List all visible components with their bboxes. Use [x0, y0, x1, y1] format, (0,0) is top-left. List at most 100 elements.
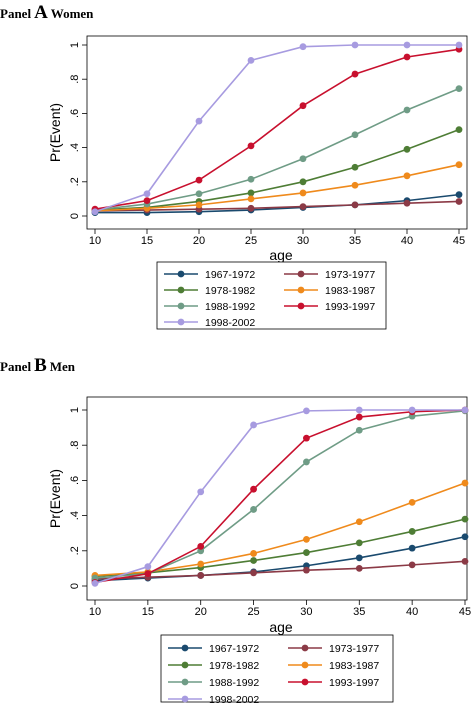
- panel-a-chart: 0 .2 .4 .6 .8 1 10 15 20 25 30 35 40 45 age Pr(Event) 19…: [47, 35, 468, 330]
- panel-b-y-tick-label: .8: [69, 441, 81, 450]
- panel-b-x-axis-label: age: [269, 619, 293, 635]
- panel-b-point-1983-1987: [461, 479, 469, 487]
- panel-a-point-1998-2002: [195, 117, 203, 125]
- panel-a-y-tick-label: 0: [69, 213, 81, 219]
- panel-b-point-1978-1982: [461, 515, 469, 523]
- panel-a-point-1998-2002: [143, 190, 151, 198]
- panel-a-x-tick-label: 20: [193, 235, 205, 247]
- panel-a-word: Panel: [0, 6, 32, 21]
- panel-a-x-tick-label: 40: [401, 235, 413, 247]
- panel-a-point-1978-1982: [351, 163, 359, 171]
- panel-a-legend-swatch-marker: [297, 286, 305, 294]
- panel-a-y-tick-label: .6: [69, 109, 81, 118]
- panel-a-point-1973-1977: [351, 201, 359, 209]
- panel-b-legend-label: 1998-2002: [209, 694, 259, 703]
- panel-b-legend-swatch-marker: [301, 661, 309, 669]
- panel-a-point-1993-1997: [299, 102, 307, 110]
- panel-b-point-1998-2002: [303, 407, 310, 415]
- panel-b-x-tick-label: 15: [142, 606, 154, 618]
- panel-a-point-1993-1997: [247, 142, 255, 150]
- panel-a-y-tick-label: 1: [69, 42, 81, 48]
- panel-a-series-line-1967-1972: [95, 193, 460, 214]
- panel-b-point-1983-1987: [197, 560, 205, 568]
- panel-a-point-1993-1997: [403, 53, 411, 61]
- panel-a-x-tick-label: 45: [453, 235, 465, 247]
- panel-a-point-1967-1972: [455, 191, 463, 199]
- panel-a-legend-label: 1967-1972: [205, 269, 255, 281]
- panel-b-point-1978-1982: [355, 539, 363, 547]
- panel-b-legend-swatch-marker: [301, 678, 309, 686]
- panel-b-legend-swatch-marker: [181, 695, 189, 703]
- panel-a-y-tick-label: .8: [69, 75, 81, 84]
- panel-b-point-1988-1992: [355, 426, 363, 434]
- panel-a-series-line-1988-1992: [94, 87, 460, 211]
- panel-a-x-tick-label: 25: [245, 235, 257, 247]
- panel-a-point-1983-1987: [299, 189, 307, 197]
- panel-b-legend-swatch-marker: [181, 661, 189, 669]
- panel-b-x-tick-label: 10: [89, 606, 101, 618]
- panel-a-point-1998-2002: [403, 41, 411, 49]
- panel-b-y-tick-label: .2: [69, 546, 81, 555]
- panel-b-legend-swatch-marker: [181, 678, 189, 686]
- panel-b-legend-label: 1973-1977: [329, 643, 379, 655]
- panel-b-point-1998-2002: [197, 488, 205, 496]
- panel-a-point-1988-1992: [455, 85, 463, 93]
- panel-b-point-1998-2002: [250, 421, 257, 429]
- panel-a-point-1983-1987: [351, 181, 359, 189]
- panel-b-series-line-1978-1982: [94, 518, 466, 578]
- panel-a-point-1978-1982: [247, 189, 255, 197]
- panel-b-point-1998-2002: [91, 579, 99, 587]
- panel-b-x-tick-label: 40: [406, 606, 418, 618]
- panel-b-point-1973-1977: [250, 569, 257, 577]
- panel-a-point-1998-2002: [299, 43, 307, 51]
- panel-a-title: Panel A Women: [0, 2, 93, 24]
- panel-b-legend-label: 1993-1997: [329, 677, 379, 689]
- panel-a-x-tick-label: 30: [297, 235, 309, 247]
- panel-b-y-tick-label: 0: [69, 583, 81, 589]
- panel-a-point-1998-2002: [351, 41, 359, 49]
- panel-b-point-1973-1977: [197, 572, 205, 579]
- panel-b-point-1973-1977: [355, 565, 363, 572]
- panel-a-point-1983-1987: [247, 195, 255, 203]
- panel-b-point-1993-1997: [250, 485, 257, 493]
- panel-a-legend-label: 1978-1982: [205, 285, 255, 297]
- panel-a-point-1998-2002: [455, 41, 463, 49]
- panel-a-point-1973-1977: [247, 204, 255, 212]
- panel-a-series-line-1983-1987: [94, 163, 460, 212]
- panel-b-series-line-1998-2002: [94, 409, 465, 585]
- panel-b-legend-label: 1978-1982: [209, 660, 259, 672]
- panel-a-x-tick-label: 35: [349, 235, 361, 247]
- panel-b-y-tick-label: .6: [69, 476, 81, 485]
- panel-b-point-1998-2002: [461, 406, 469, 414]
- panel-b-title: Panel B Men: [0, 355, 75, 377]
- panel-b-x-tick-label: 45: [459, 606, 471, 618]
- panel-a-legend-label: 1973-1977: [325, 269, 375, 281]
- panel-b-point-1973-1977: [461, 557, 469, 565]
- panel-b-point-1988-1992: [250, 506, 257, 513]
- panel-b-point-1973-1977: [408, 561, 416, 569]
- panel-a-legend-swatch-marker: [177, 286, 185, 294]
- panel-a-point-1973-1977: [299, 203, 307, 210]
- panel-b-series-line-1973-1977: [94, 560, 466, 580]
- panel-a-legend-swatch-marker: [297, 302, 305, 310]
- panel-b-point-1967-1972: [355, 554, 363, 562]
- panel-a-point-1973-1977: [455, 198, 463, 205]
- panel-a-point-1978-1982: [403, 145, 411, 153]
- panel-a-series-line-1993-1997: [94, 48, 460, 210]
- panel-a-legend-label: 1998-2002: [205, 317, 255, 329]
- panel-a-legend: [156, 261, 387, 330]
- panel-a-legend-swatch-marker: [177, 270, 185, 278]
- panel-a-letter: A: [34, 2, 48, 23]
- panel-a-y-axis-label: Pr(Event): [47, 103, 63, 162]
- panel-b-y-axis-label: Pr(Event): [47, 469, 63, 528]
- panel-b-legend-swatch-marker: [181, 644, 189, 652]
- panel-a-legend-swatch-marker: [177, 302, 185, 310]
- panel-a-group: Women: [50, 6, 94, 21]
- panel-b-point-1993-1997: [303, 434, 310, 442]
- panel-a-point-1978-1982: [299, 178, 307, 186]
- panel-b-word: Panel: [0, 359, 32, 374]
- panel-a-point-1988-1992: [247, 175, 255, 183]
- panel-b-point-1993-1997: [144, 570, 152, 578]
- panel-b-letter: B: [34, 355, 47, 376]
- panel-a-point-1983-1987: [403, 172, 411, 180]
